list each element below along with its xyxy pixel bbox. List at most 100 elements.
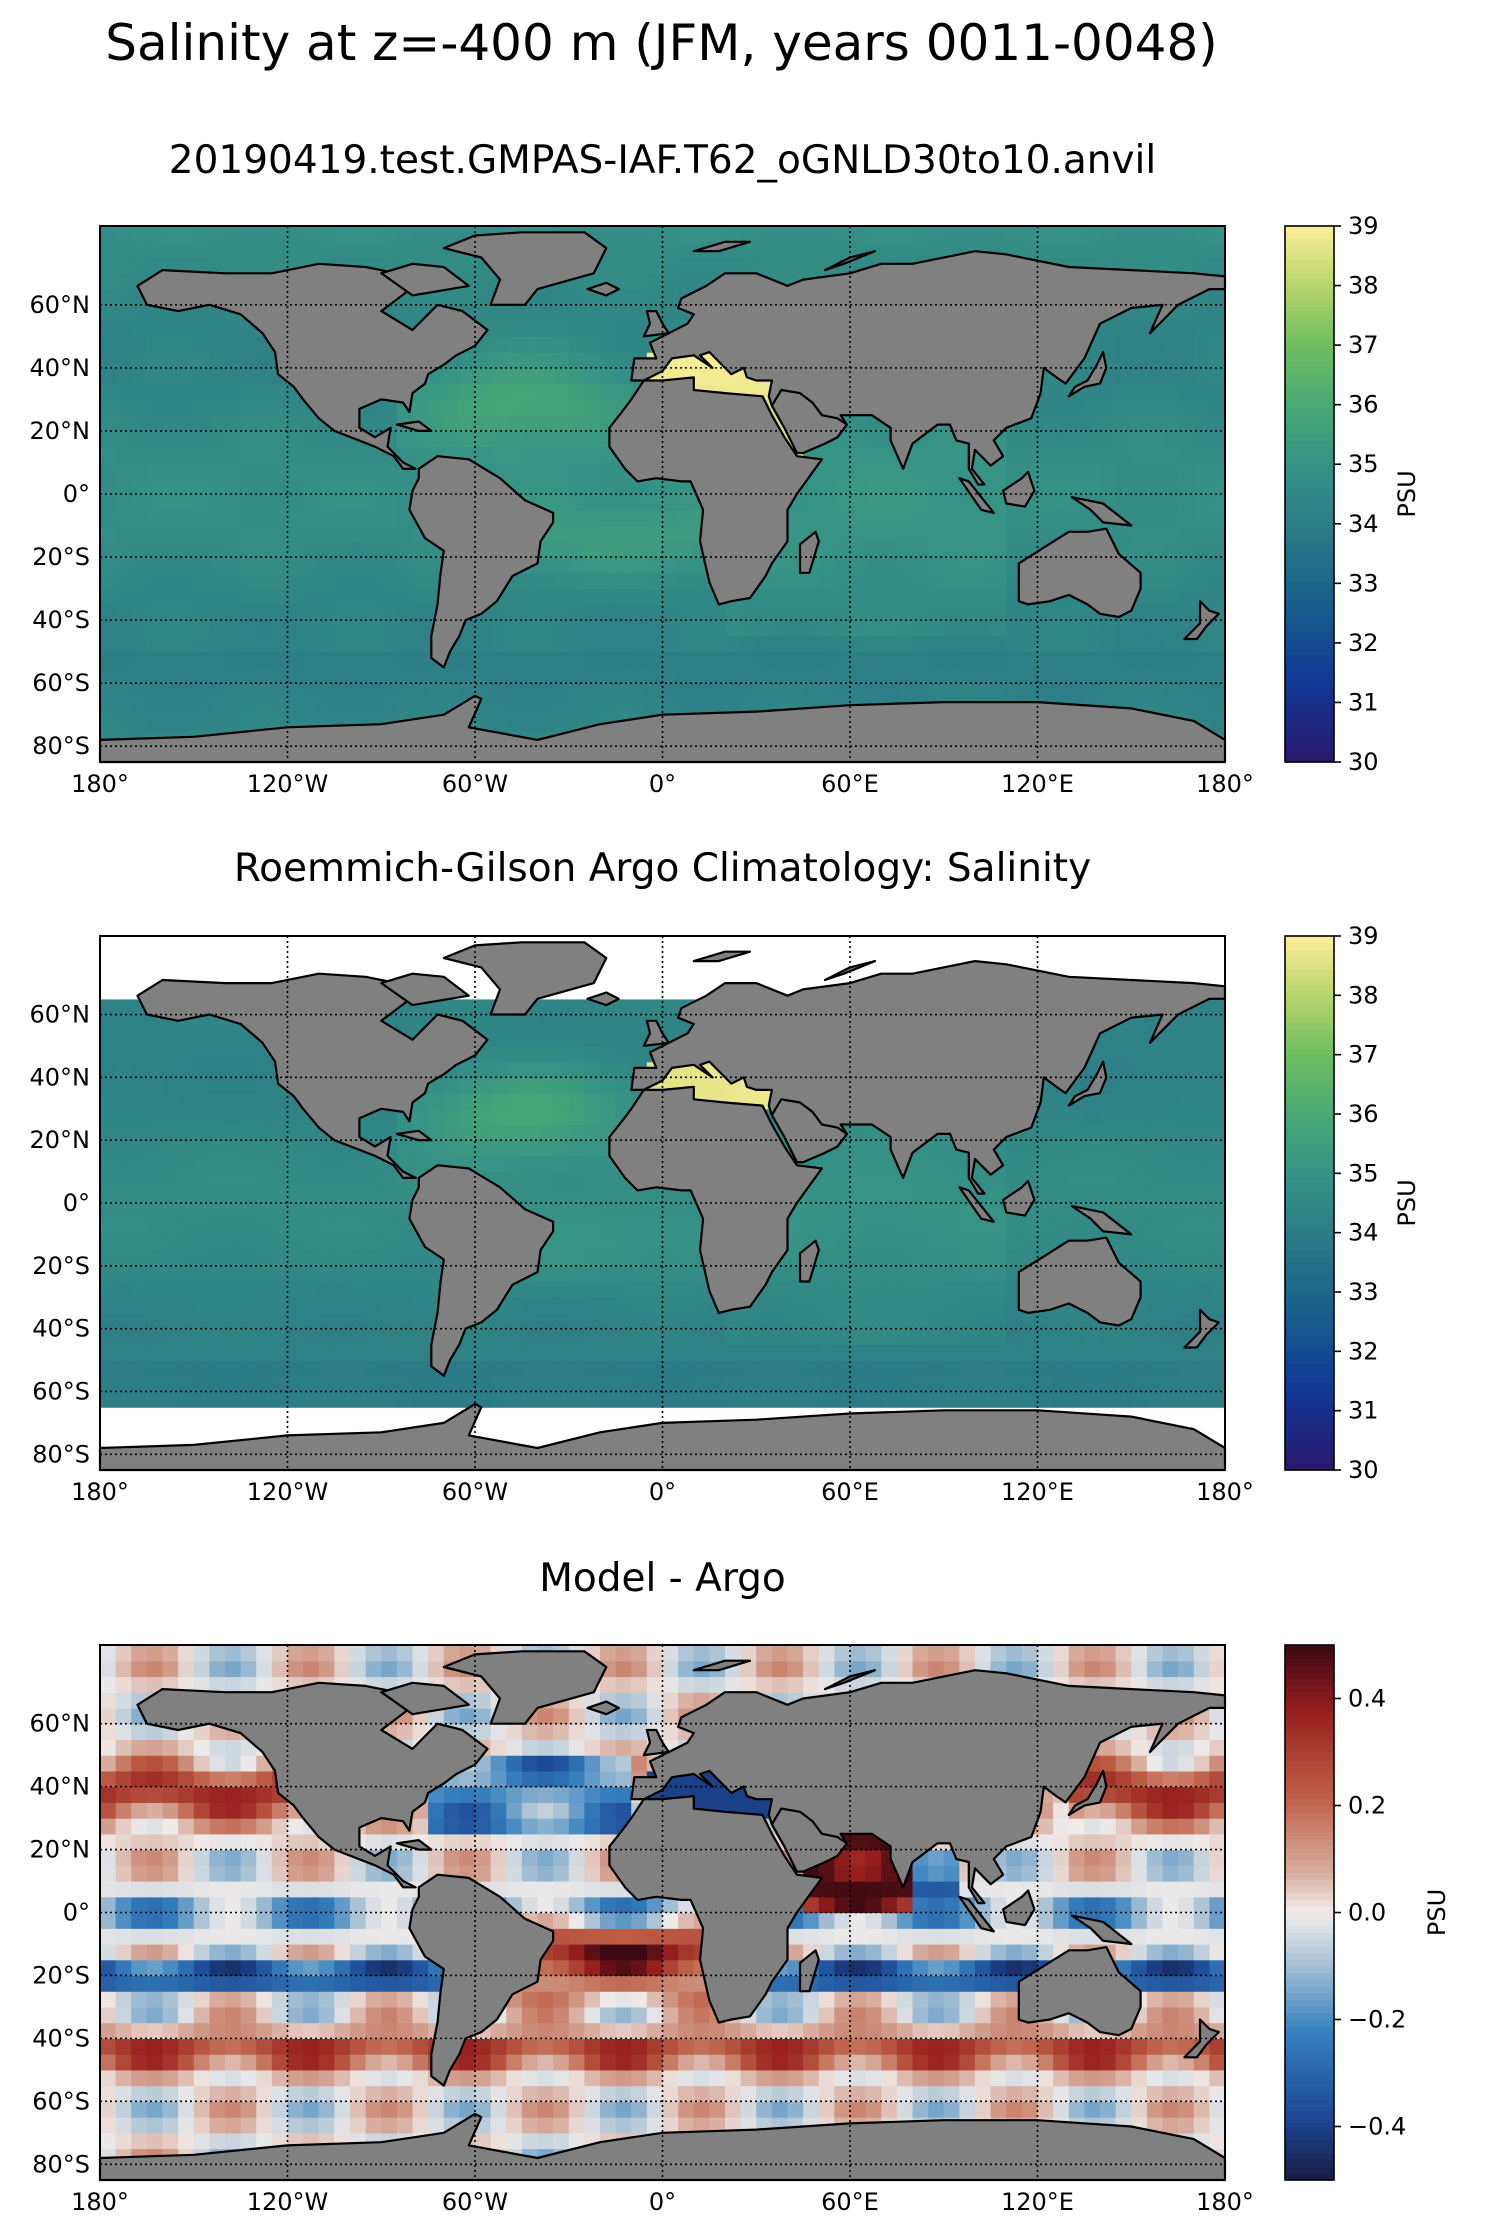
heatmap-cell	[771, 383, 789, 401]
heatmap-cell	[365, 1140, 382, 1157]
heatmap-cell	[350, 367, 367, 385]
heatmap-cell	[896, 983, 914, 1000]
heatmap-cell	[584, 352, 601, 369]
heatmap-cell	[1115, 1328, 1132, 1345]
heatmap-cell	[1131, 1438, 1148, 1455]
heatmap-cell	[865, 509, 882, 527]
heatmap-cell	[209, 1140, 226, 1157]
heatmap-cell	[975, 1234, 992, 1251]
heatmap-cell	[1193, 1438, 1210, 1455]
heatmap-cell	[600, 1124, 617, 1141]
heatmap-cell	[443, 983, 460, 1000]
heatmap-cell	[943, 1234, 960, 1251]
heatmap-cell	[209, 1171, 226, 1188]
heatmap-cell	[100, 1155, 117, 1173]
heatmap-cell	[1053, 541, 1070, 558]
heatmap-cell	[1178, 1218, 1195, 1236]
heatmap-cell	[334, 478, 351, 495]
heatmap-cell	[1037, 415, 1054, 432]
heatmap-cell	[803, 304, 820, 322]
heatmap-cell	[1146, 1218, 1164, 1236]
heatmap-cell	[178, 1375, 195, 1393]
heatmap-cell	[256, 683, 273, 700]
heatmap-cell	[928, 1281, 945, 1298]
heatmap-cell	[521, 1391, 539, 1408]
heatmap-cell	[615, 1108, 632, 1126]
heatmap-cell	[740, 683, 757, 700]
heatmap-cell	[428, 1312, 445, 1330]
heatmap-cell	[834, 746, 851, 763]
heatmap-cell	[381, 1344, 398, 1361]
heatmap-cell	[209, 1297, 226, 1314]
heatmap-cell	[1146, 1203, 1164, 1220]
heatmap-cell	[1146, 1312, 1164, 1330]
heatmap-cell	[506, 273, 523, 290]
heatmap-cell	[725, 1014, 742, 1031]
heatmap-cell	[1131, 1328, 1148, 1345]
heatmap-cell	[584, 1014, 601, 1031]
heatmap-cell	[459, 1328, 476, 1345]
heatmap-cell	[631, 383, 648, 401]
heatmap-cell	[1162, 635, 1179, 653]
heatmap-cell	[178, 1014, 195, 1031]
colorbar-segment	[1285, 494, 1334, 502]
heatmap-cell	[678, 1328, 695, 1345]
heatmap-cell	[975, 1344, 992, 1361]
heatmap-cell	[850, 415, 867, 432]
heatmap-cell	[959, 1218, 976, 1236]
heatmap-cell	[1162, 336, 1179, 353]
heatmap-cell	[1100, 667, 1117, 684]
heatmap-cell	[1084, 494, 1101, 511]
colorbar-segment	[1285, 313, 1334, 321]
heatmap-cell	[521, 604, 539, 621]
heatmap-cell	[521, 1375, 539, 1393]
heatmap-cell	[568, 1281, 585, 1298]
heatmap-cell	[615, 1203, 632, 1220]
heatmap-cell	[803, 1391, 820, 1408]
heatmap-cell	[600, 1234, 617, 1251]
heatmap-cell	[615, 557, 632, 574]
heatmap-cell	[1193, 588, 1210, 605]
heatmap-cell	[584, 1407, 601, 1424]
heatmap-cell	[803, 1375, 820, 1393]
heatmap-cell	[225, 1077, 242, 1094]
heatmap-cell	[865, 1312, 882, 1330]
heatmap-cell	[928, 667, 945, 684]
heatmap-cell	[412, 494, 429, 511]
heatmap-cell	[1084, 509, 1101, 527]
heatmap-cell	[459, 1297, 476, 1314]
heatmap-cell	[584, 588, 601, 605]
heatmap-cell	[381, 951, 398, 969]
heatmap-cell	[615, 1155, 632, 1173]
heatmap-cell	[256, 983, 273, 1000]
heatmap-cell	[912, 1407, 929, 1424]
heatmap-cell	[553, 1045, 570, 1063]
heatmap-cell	[787, 667, 804, 684]
heatmap-cell	[584, 1108, 601, 1126]
heatmap-cell	[256, 1407, 273, 1424]
heatmap-cell	[928, 683, 945, 700]
heatmap-cell	[881, 746, 898, 763]
heatmap-cell	[365, 667, 382, 684]
heatmap-cell	[428, 383, 445, 401]
heatmap-cell	[881, 1297, 898, 1314]
heatmap-cell	[912, 1391, 929, 1408]
heatmap-cell	[350, 998, 367, 1016]
heatmap-cell	[271, 304, 289, 322]
heatmap-cell	[834, 730, 851, 747]
heatmap-cell	[475, 1061, 492, 1078]
heatmap-cell	[209, 1312, 226, 1330]
heatmap-cell	[834, 446, 851, 464]
heatmap-cell	[537, 1422, 554, 1440]
heatmap-cell	[131, 1171, 148, 1188]
heatmap-cell	[1100, 1281, 1117, 1298]
heatmap-cell	[240, 1234, 257, 1251]
heatmap-cell	[1209, 289, 1226, 306]
heatmap-cell	[521, 226, 539, 243]
heatmap-cell	[334, 557, 351, 574]
heatmap-cell	[459, 304, 476, 322]
heatmap-cell	[771, 1312, 789, 1330]
coastline	[1067, 351, 1108, 398]
heatmap-cell	[240, 1045, 257, 1063]
heatmap-cell	[881, 667, 898, 684]
